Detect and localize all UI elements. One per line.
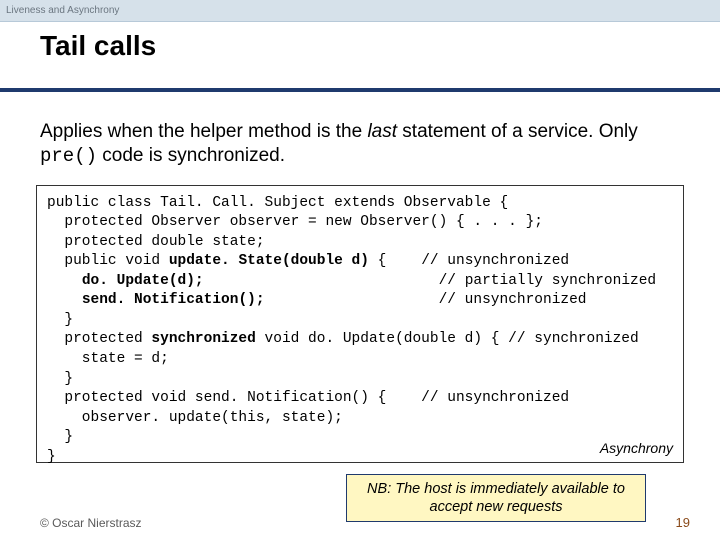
code-box: public class Tail. Call. Subject extends… bbox=[36, 185, 684, 463]
code-l4b: update. State(double d) bbox=[169, 253, 369, 269]
code-l13: } bbox=[47, 429, 73, 445]
code-l11b: // unsynchronized bbox=[421, 390, 569, 406]
code-l10: } bbox=[47, 371, 73, 387]
code-l3: protected double state; bbox=[47, 234, 265, 250]
nb-box: NB: The host is immediately available to… bbox=[346, 474, 646, 522]
slide-title: Tail calls bbox=[40, 30, 720, 62]
code-l2: protected Observer observer = new Observ… bbox=[47, 214, 543, 230]
code-l12: observer. update(this, state); bbox=[47, 410, 343, 426]
intro-last: last bbox=[367, 121, 397, 142]
intro-code: pre() bbox=[40, 145, 97, 167]
intro-part1: Applies when the helper method is the bbox=[40, 121, 367, 142]
header-topic: Liveness and Asynchrony bbox=[6, 5, 119, 16]
code-l4a: public void bbox=[47, 253, 169, 269]
header-band: Liveness and Asynchrony bbox=[0, 0, 720, 22]
code-l5a bbox=[47, 273, 82, 289]
code-l11a: protected void send. Notification() { bbox=[47, 390, 421, 406]
intro-part3: code is synchronized. bbox=[97, 145, 285, 166]
code-l6b: send. Notification(); bbox=[82, 292, 265, 308]
code-l1: public class Tail. Call. Subject extends… bbox=[47, 195, 508, 211]
code-l5d: // partially synchronized bbox=[439, 273, 657, 289]
code-l4d: // unsynchronized bbox=[421, 253, 569, 269]
page-number: 19 bbox=[676, 515, 690, 530]
code-l4c: { bbox=[369, 253, 421, 269]
code-l8c: void do. Update(double d) { bbox=[256, 331, 500, 347]
title-area: Tail calls bbox=[0, 22, 720, 92]
code-l8a: protected bbox=[47, 331, 151, 347]
code-l8b: synchronized bbox=[151, 331, 255, 347]
code-l8d: // synchronized bbox=[499, 331, 638, 347]
intro-part2: statement of a service. Only bbox=[397, 121, 638, 142]
intro-text: Applies when the helper method is the la… bbox=[0, 92, 720, 181]
code-l14: } bbox=[47, 449, 56, 465]
code-l7: } bbox=[47, 312, 73, 328]
code-l6c bbox=[265, 292, 439, 308]
nb-text: NB: The host is immediately available to… bbox=[367, 481, 625, 515]
code-l6a bbox=[47, 292, 82, 308]
code-l6d: // unsynchronized bbox=[439, 292, 587, 308]
code-caption: Asynchrony bbox=[600, 439, 673, 458]
footer-copyright: © Oscar Nierstrasz bbox=[40, 516, 142, 530]
code-l5c bbox=[204, 273, 439, 289]
code-l9: state = d; bbox=[47, 351, 169, 367]
code-l5b: do. Update(d); bbox=[82, 273, 204, 289]
